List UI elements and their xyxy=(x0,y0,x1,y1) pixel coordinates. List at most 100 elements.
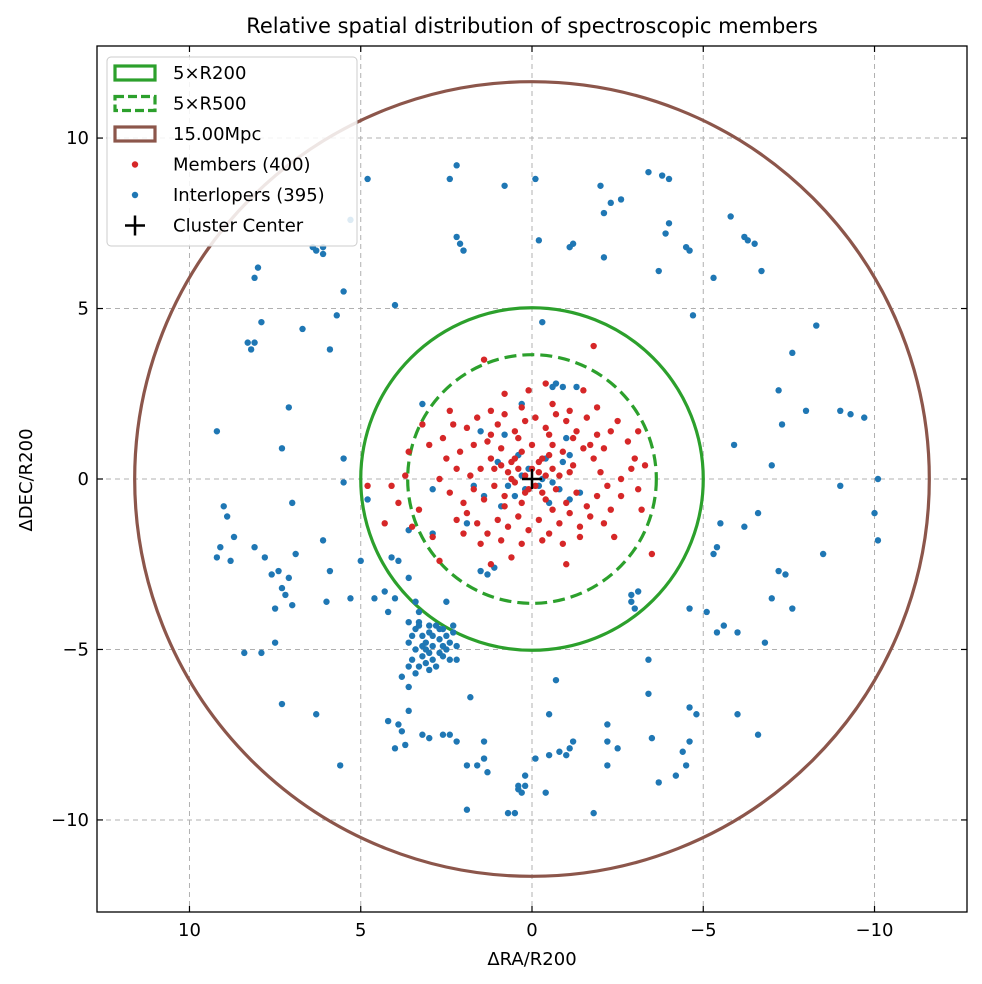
interloper-point xyxy=(443,632,450,640)
y-axis-label: ΔDEC/R200 xyxy=(16,428,37,531)
interloper-point xyxy=(604,738,611,745)
member-point xyxy=(463,509,471,517)
interloper-point xyxy=(278,445,286,452)
member-point xyxy=(473,414,481,421)
member-point xyxy=(487,561,495,568)
member-point xyxy=(614,417,621,425)
interloper-point xyxy=(364,496,371,503)
interloper-point xyxy=(628,598,635,605)
interloper-point xyxy=(398,673,406,680)
interloper-point xyxy=(439,731,447,738)
member-point xyxy=(593,492,601,500)
interloper-point xyxy=(480,755,488,762)
interloper-point xyxy=(453,162,460,169)
member-point xyxy=(542,472,549,479)
interloper-point xyxy=(521,772,529,779)
interloper-point xyxy=(254,264,262,271)
interloper-point xyxy=(645,690,652,697)
interloper-point xyxy=(446,175,453,183)
member-point xyxy=(593,431,601,438)
member-point xyxy=(504,468,512,476)
interloper-point xyxy=(782,571,789,578)
interloper-point xyxy=(446,656,453,663)
interloper-point xyxy=(405,663,412,670)
interloper-point xyxy=(313,247,320,254)
clipped-content xyxy=(133,80,931,878)
member-point xyxy=(450,421,457,428)
member-point xyxy=(402,472,409,479)
interloper-point xyxy=(758,267,765,275)
interloper-point xyxy=(251,339,258,346)
member-point xyxy=(573,489,580,496)
member-point xyxy=(600,445,608,452)
member-point xyxy=(494,516,501,524)
member-point xyxy=(525,486,532,493)
member-point xyxy=(556,520,563,527)
interloper-point xyxy=(340,288,347,295)
member-point xyxy=(525,387,532,394)
x-tick-label: 5 xyxy=(355,920,366,941)
interloper-point xyxy=(504,482,512,490)
y-tick-label: 5 xyxy=(78,299,89,320)
interloper-point xyxy=(734,629,741,636)
member-point xyxy=(549,441,556,449)
member-point xyxy=(511,455,519,462)
interloper-point xyxy=(710,550,717,558)
interloper-point xyxy=(665,175,673,183)
interloper-point xyxy=(436,625,443,633)
member-point xyxy=(552,411,560,418)
legend-label: 15.00Mpc xyxy=(173,124,261,145)
interloper-point xyxy=(422,646,430,653)
member-point xyxy=(497,445,505,452)
interloper-point xyxy=(426,666,433,674)
member-point xyxy=(535,516,543,524)
interloper-point xyxy=(419,731,426,738)
member-point xyxy=(583,503,591,510)
member-point xyxy=(494,421,501,428)
interloper-point xyxy=(813,322,820,329)
interloper-point xyxy=(648,734,656,742)
interloper-point xyxy=(713,629,721,636)
interloper-point xyxy=(213,428,221,435)
interloper-point xyxy=(357,557,364,565)
interloper-point xyxy=(477,428,484,435)
interloper-point xyxy=(631,605,638,612)
interloper-point xyxy=(874,537,882,544)
y-tick-label: 10 xyxy=(66,128,89,149)
interloper-point xyxy=(419,400,426,408)
member-point xyxy=(539,489,546,496)
member-point xyxy=(473,520,481,527)
interloper-point xyxy=(251,543,258,551)
member-point xyxy=(525,526,532,534)
interloper-point xyxy=(789,349,796,357)
interloper-point xyxy=(299,325,306,333)
legend-label: 5×R500 xyxy=(173,94,246,115)
interloper-point xyxy=(515,782,522,790)
member-point xyxy=(518,540,525,547)
interloper-point xyxy=(727,213,734,220)
member-point xyxy=(426,441,433,449)
member-point xyxy=(446,407,453,415)
interloper-point xyxy=(682,762,690,769)
member-point xyxy=(460,530,467,537)
interloper-point xyxy=(655,267,662,275)
x-axis-label: ΔRA/R200 xyxy=(487,949,576,970)
interloper-point xyxy=(439,642,447,650)
interloper-point xyxy=(720,622,728,629)
interloper-point xyxy=(391,301,399,309)
interloper-point xyxy=(450,622,457,629)
interloper-point xyxy=(429,642,436,650)
interloper-point xyxy=(244,339,251,346)
interloper-point xyxy=(614,745,621,752)
member-point xyxy=(518,499,525,507)
interloper-point xyxy=(511,809,519,817)
member-point xyxy=(539,537,546,544)
interloper-point xyxy=(271,605,279,612)
member-point xyxy=(542,380,549,387)
legend-label: Cluster Center xyxy=(173,216,304,237)
member-point xyxy=(563,499,570,507)
member-point xyxy=(419,421,426,428)
interloper-point xyxy=(754,731,762,738)
interloper-point xyxy=(600,254,608,261)
